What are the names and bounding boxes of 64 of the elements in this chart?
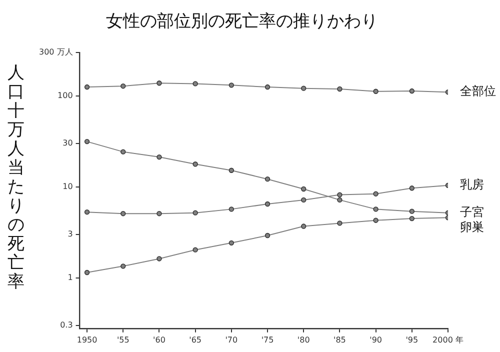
point bbox=[337, 192, 342, 198]
point bbox=[192, 210, 198, 216]
point bbox=[192, 81, 198, 86]
y-tick-label: 300 万人 bbox=[39, 47, 73, 56]
point bbox=[228, 240, 234, 246]
point bbox=[409, 208, 415, 214]
point bbox=[84, 84, 90, 90]
point bbox=[120, 149, 126, 154]
x-tick-label: '55 bbox=[116, 335, 130, 344]
point bbox=[409, 186, 415, 191]
point bbox=[337, 220, 342, 226]
point bbox=[156, 80, 162, 86]
point bbox=[301, 197, 306, 203]
point bbox=[409, 216, 415, 222]
point bbox=[264, 176, 270, 182]
point bbox=[373, 191, 378, 196]
series-label: 全部位 bbox=[460, 84, 496, 98]
point bbox=[373, 218, 378, 223]
point bbox=[156, 210, 162, 216]
point bbox=[301, 186, 306, 192]
series-label: 乳房 bbox=[460, 178, 484, 192]
x-tick-label: '65 bbox=[189, 335, 202, 344]
point bbox=[373, 88, 378, 94]
x-tick-label: 2000 年 bbox=[432, 335, 464, 344]
y-tick-label: 3 bbox=[68, 230, 73, 239]
y-tick-label: 0.3 bbox=[60, 320, 73, 330]
point bbox=[156, 154, 162, 160]
point bbox=[264, 201, 270, 207]
point bbox=[84, 209, 90, 215]
point bbox=[156, 256, 162, 262]
point bbox=[337, 197, 342, 203]
y-tick-label: 30 bbox=[62, 138, 73, 148]
y-tick-label: 10 bbox=[62, 182, 73, 192]
y-tick-label: 1 bbox=[68, 273, 73, 282]
text: 人口十万人当たりの死亡率 bbox=[8, 63, 24, 292]
point bbox=[409, 88, 415, 94]
point bbox=[228, 82, 234, 88]
point bbox=[301, 224, 306, 229]
point bbox=[264, 232, 270, 238]
series-label: 卵巣 bbox=[460, 220, 484, 234]
x-tick-label: '75 bbox=[261, 335, 274, 344]
x-tick-label: '70 bbox=[225, 335, 238, 344]
point bbox=[120, 210, 126, 216]
x-tick-label: '60 bbox=[153, 335, 166, 344]
point bbox=[228, 206, 234, 212]
series-label: 子宮 bbox=[460, 204, 484, 219]
point bbox=[120, 83, 126, 89]
point bbox=[120, 264, 126, 269]
point bbox=[228, 168, 234, 173]
x-tick-label: '85 bbox=[334, 335, 346, 344]
point bbox=[301, 86, 306, 91]
point bbox=[192, 162, 198, 167]
point bbox=[84, 270, 90, 276]
x-tick-label: 1950 bbox=[76, 335, 98, 344]
point bbox=[373, 206, 378, 212]
point bbox=[337, 86, 342, 92]
x-tick-label: '90 bbox=[370, 335, 382, 344]
x-tick-label: '80 bbox=[297, 335, 310, 344]
chart-title: 女性の部位別の死亡率の推りかわり bbox=[106, 12, 378, 32]
y-tick-label: 100 bbox=[58, 90, 73, 100]
x-tick-label: '95 bbox=[406, 335, 418, 344]
point bbox=[264, 84, 270, 90]
point bbox=[84, 138, 90, 144]
point bbox=[192, 247, 198, 252]
